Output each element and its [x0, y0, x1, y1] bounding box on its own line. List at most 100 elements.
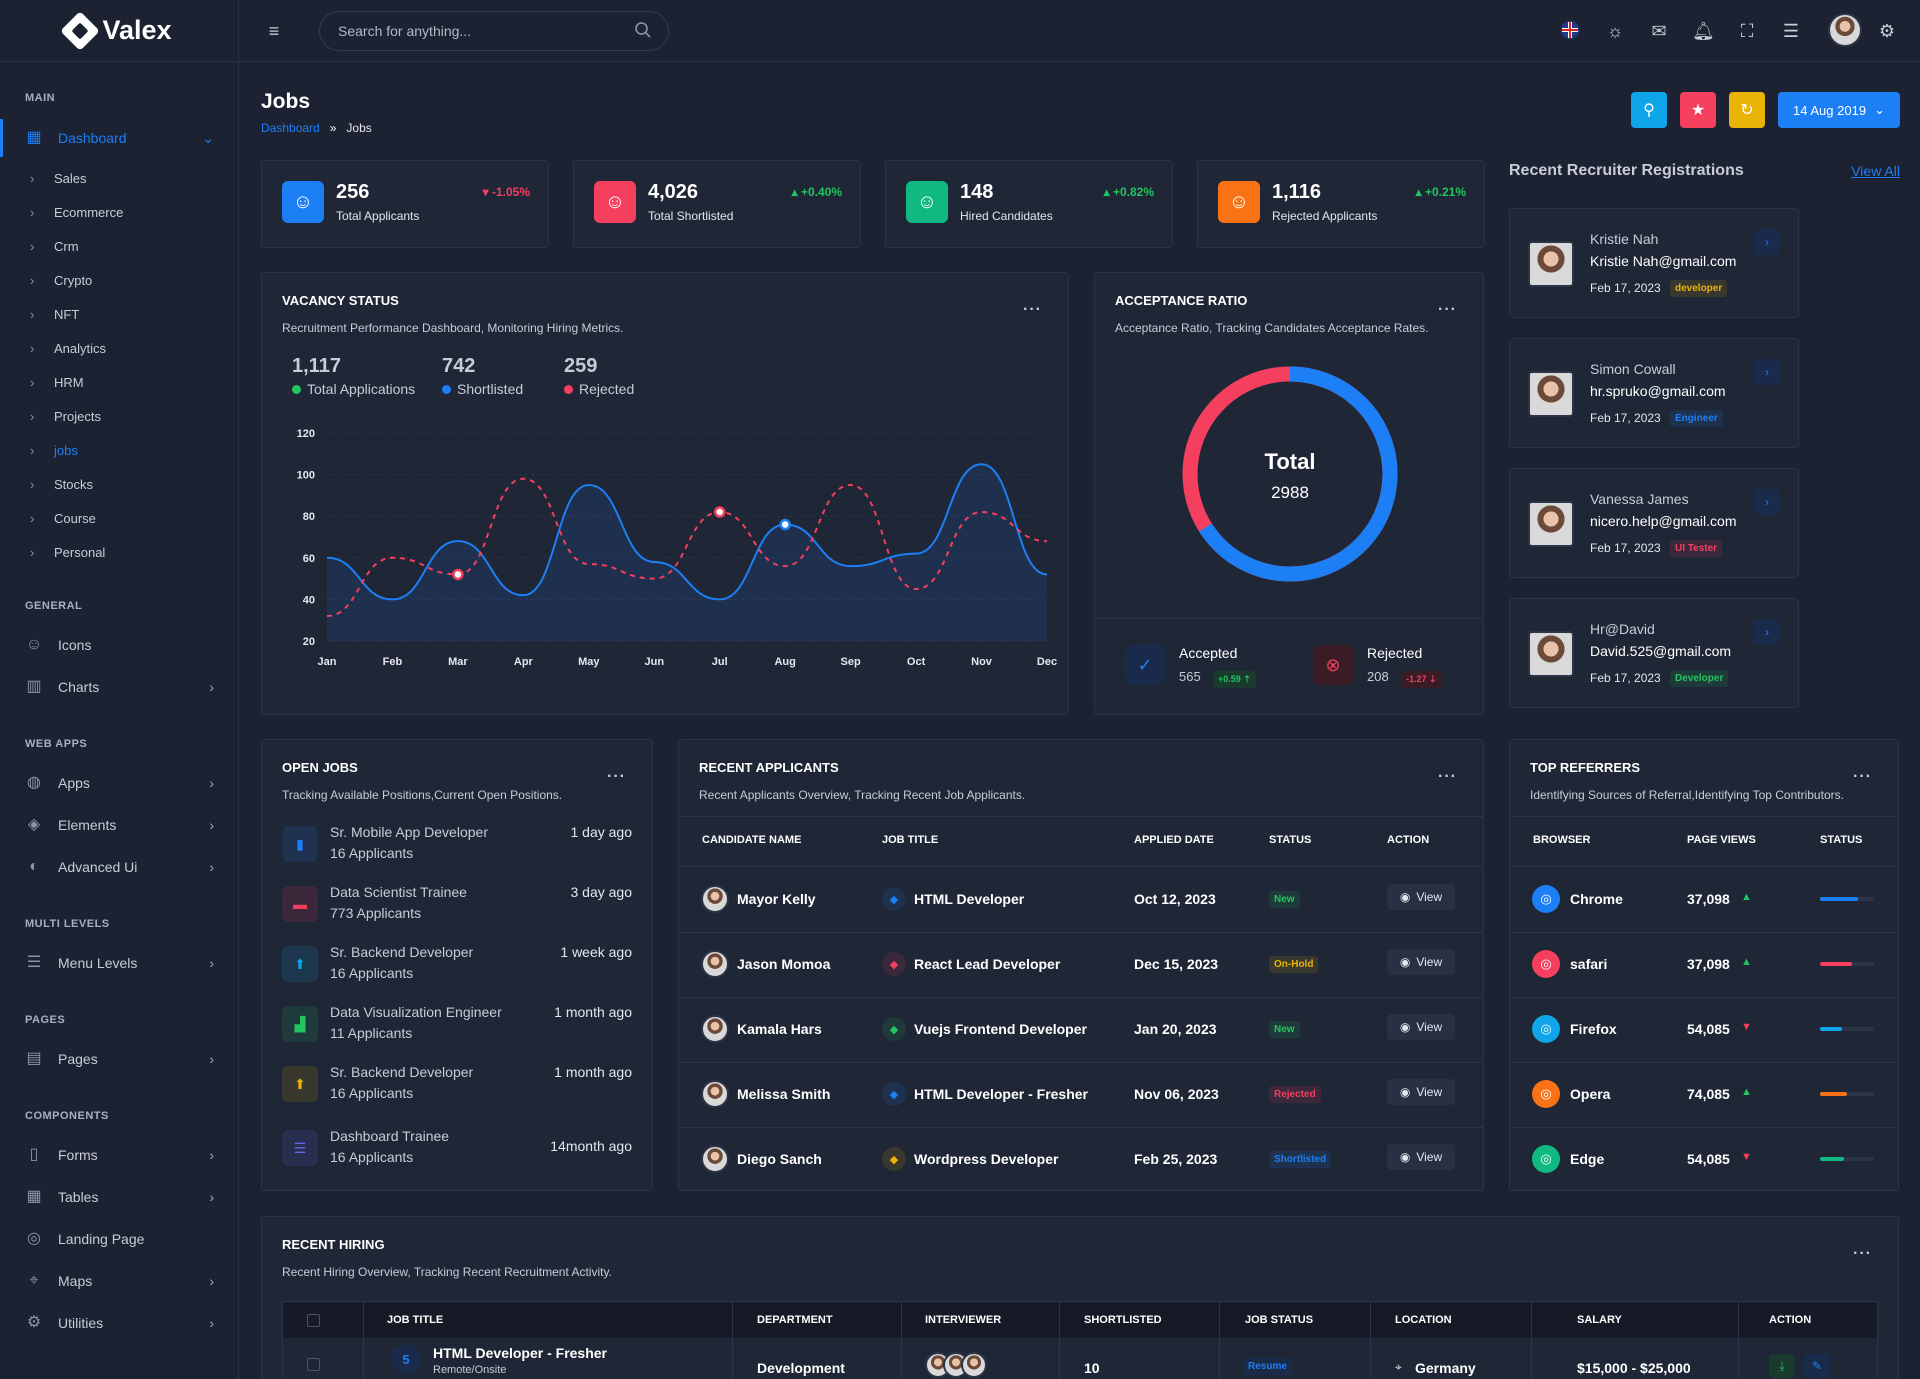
sidebar-item-landing-page[interactable]: ◎ Landing Page — [0, 1230, 238, 1248]
applied-date: Dec 15, 2023 — [1134, 956, 1219, 972]
html5-icon: 5 — [391, 1344, 421, 1374]
more-options-icon[interactable]: ··· — [1023, 301, 1042, 318]
select-all-checkbox[interactable] — [307, 1314, 320, 1327]
download-icon: ⤓ — [1779, 1358, 1785, 1373]
stat-value: 4,026 — [648, 181, 699, 203]
more-options-icon[interactable]: ··· — [607, 768, 626, 785]
star-icon: ★ — [1690, 102, 1706, 119]
chevron-right-icon[interactable]: › — [1754, 359, 1780, 385]
sidebar: Valex MAIN ▦ Dashboard ⌄ GENERAL ☺ Icons ▥ C… — [0, 0, 239, 1379]
sidebar-subitem-analytics[interactable]: Analytics — [30, 341, 106, 356]
mail-icon[interactable]: ✉ — [1651, 21, 1667, 41]
stat-change: ▴ +0.40% — [792, 185, 842, 199]
sidebar-item-maps[interactable]: ⌖ Maps › — [0, 1272, 238, 1290]
search-input[interactable]: Search for anything... — [319, 11, 669, 51]
more-options-icon[interactable]: ··· — [1438, 301, 1457, 318]
settings-gear-icon[interactable]: ⚙ — [1878, 21, 1896, 41]
flag-uk-icon[interactable] — [1559, 20, 1581, 42]
job-title[interactable]: Dashboard Trainee — [330, 1128, 450, 1144]
more-options-icon[interactable]: ··· — [1853, 1245, 1872, 1262]
sidebar-item-icons[interactable]: ☺ Icons — [0, 636, 238, 654]
sidebar-subitem-hrm[interactable]: HRM — [30, 375, 84, 390]
recruiter-email: hr.spruko@gmail.com — [1590, 383, 1726, 399]
job-title[interactable]: Data Scientist Trainee — [330, 884, 467, 900]
job-applicants: 773 Applicants — [330, 905, 422, 921]
eye-icon: ◉ — [1399, 1020, 1411, 1034]
sidebar-subitem-course[interactable]: Course — [30, 511, 96, 526]
safari-icon: ◎ — [1532, 950, 1560, 978]
data-point-marker[interactable] — [713, 506, 726, 518]
recruiter-card[interactable]: Simon Cowall hr.spruko@gmail.com Feb 17, 2… — [1509, 338, 1799, 448]
sidebar-subitem-nft[interactable]: NFT — [30, 307, 79, 322]
card-description: Recent Hiring Overview, Tracking Recent … — [282, 1265, 612, 1279]
sidebar-item-pages[interactable]: ▤ Pages › — [0, 1050, 238, 1068]
sidebar-subitem-jobs[interactable]: jobs — [30, 443, 78, 458]
interviewer-avatar[interactable] — [961, 1352, 987, 1378]
job-title[interactable]: Sr. Mobile App Developer — [330, 824, 488, 840]
breadcrumb-home[interactable]: Dashboard — [261, 121, 320, 135]
recruiter-card[interactable]: Kristie Nah Kristie Nah@gmail.com Feb 17, … — [1509, 208, 1799, 318]
sidebar-item-apps[interactable]: ◍ Apps › — [0, 774, 238, 792]
view-all-link[interactable]: View All — [1851, 163, 1900, 179]
sidebar-subitem-ecommerce[interactable]: Ecommerce — [30, 205, 123, 220]
sun-icon[interactable]: ☼ — [1606, 21, 1624, 41]
job-title[interactable]: Data Visualization Engineer — [330, 1004, 502, 1020]
recruiter-email: nicero.help@gmail.com — [1590, 513, 1737, 529]
recruiter-card[interactable]: Hr@David David.525@gmail.com Feb 17, 2023 D… — [1509, 598, 1799, 708]
edit-button[interactable]: ✎ — [1804, 1354, 1830, 1378]
download-button[interactable]: ⤓ — [1769, 1354, 1795, 1378]
brand-logo[interactable]: Valex — [0, 0, 238, 62]
data-point-marker[interactable] — [452, 568, 464, 581]
chevron-right-icon[interactable]: › — [1754, 489, 1780, 515]
stat-change-value: +0.82% — [1112, 185, 1154, 199]
search-icon[interactable] — [634, 21, 652, 42]
sidebar-subitem-personal[interactable]: Personal — [30, 545, 105, 560]
sidebar-subitem-crypto[interactable]: Crypto — [30, 273, 92, 288]
view-button[interactable]: ◉ View — [1387, 949, 1455, 975]
view-button[interactable]: ◉ View — [1387, 884, 1455, 910]
sidebar-subitem-stocks[interactable]: Stocks — [30, 477, 93, 492]
divider — [1510, 997, 1898, 998]
view-button[interactable]: ◉ View — [1387, 1079, 1455, 1105]
bell-icon[interactable]: 🔔︎ — [1692, 21, 1715, 41]
sidebar-item-charts[interactable]: ▥ Charts › — [0, 678, 238, 696]
sidebar-item-utilities[interactable]: ⚙ Utilities › — [0, 1314, 238, 1332]
more-options-icon[interactable]: ··· — [1438, 768, 1457, 785]
divider — [1510, 816, 1898, 817]
job-title[interactable]: Sr. Backend Developer — [330, 1064, 474, 1080]
section-pages: PAGES — [25, 1014, 66, 1026]
salary: $15,000 - $25,000 — [1577, 1360, 1691, 1376]
filter-button[interactable]: ⚲ — [1631, 92, 1667, 128]
sidebar-subitem-crm[interactable]: Crm — [30, 239, 79, 254]
star-button[interactable]: ★ — [1680, 92, 1716, 128]
recruiter-card[interactable]: Vanessa James nicero.help@gmail.com Feb 17… — [1509, 468, 1799, 578]
sidebar-item-forms[interactable]: ▯ Forms › — [0, 1146, 238, 1164]
job-title[interactable]: Sr. Backend Developer — [330, 944, 474, 960]
sidebar-subitem-sales[interactable]: Sales — [30, 171, 87, 186]
sidebar-item-dashboard[interactable]: ▦ Dashboard ⌄ — [0, 119, 238, 157]
sidebar-item-tables[interactable]: ▦ Tables › — [0, 1188, 238, 1206]
sidebar-item-label: Maps — [58, 1273, 93, 1289]
sidebar-item-menu-levels[interactable]: ☰ Menu Levels › — [0, 954, 238, 972]
stat-label: Total Applicants — [336, 209, 420, 223]
data-point-marker[interactable] — [779, 518, 791, 531]
sidebar-subitem-projects[interactable]: Projects — [30, 409, 101, 424]
sidebar-item-advanced-ui[interactable]: ◐ Advanced Ui › — [0, 858, 238, 876]
view-button[interactable]: ◉ View — [1387, 1014, 1455, 1040]
chevron-right-icon[interactable]: › — [1754, 229, 1780, 255]
list-menu-icon[interactable]: ☰ — [1782, 21, 1800, 41]
fullscreen-icon[interactable]: ⛶ — [1740, 21, 1754, 41]
more-options-icon[interactable]: ··· — [1853, 768, 1872, 785]
card-description: Acceptance Ratio, Tracking Candidates Ac… — [1115, 321, 1429, 335]
view-button[interactable]: ◉ View — [1387, 1144, 1455, 1170]
date-picker-button[interactable]: 14 Aug 2019 ⌄ — [1778, 92, 1900, 128]
sidebar-item-elements[interactable]: ◈ Elements › — [0, 816, 238, 834]
users-icon: ☺ — [282, 181, 324, 223]
chevron-right-icon[interactable]: › — [1754, 619, 1780, 645]
refresh-button[interactable]: ↻ — [1729, 92, 1765, 128]
menu-toggle-icon[interactable]: ≡ — [268, 21, 280, 41]
summary-value: 259 — [564, 355, 598, 377]
x-tick-label: Apr — [514, 656, 534, 668]
user-avatar[interactable] — [1828, 13, 1862, 47]
row-checkbox[interactable] — [307, 1358, 320, 1371]
